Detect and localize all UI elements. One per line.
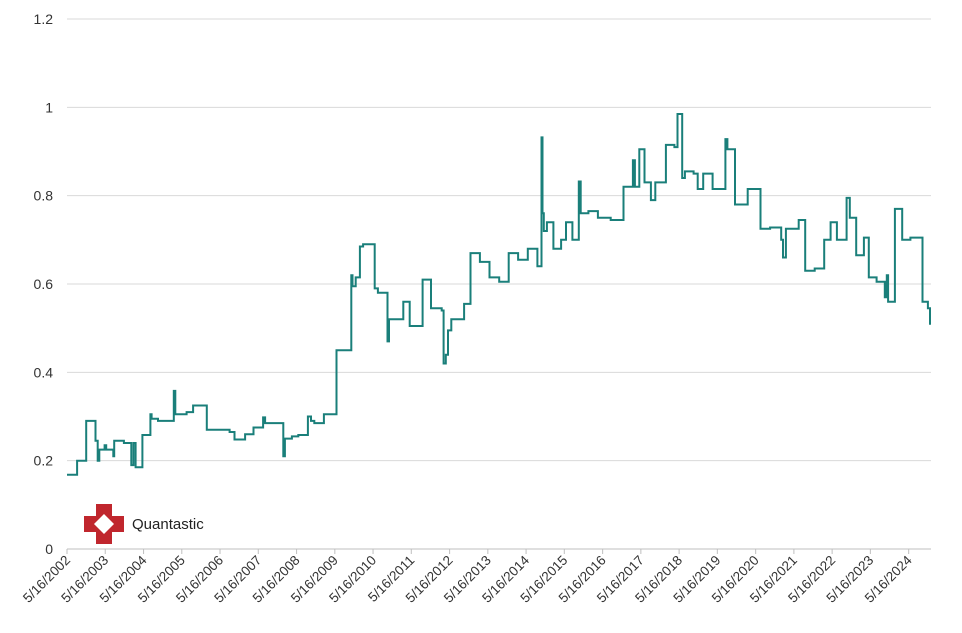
gridlines [67, 18, 931, 462]
plot-area [67, 113, 931, 476]
y-tick-label: 0.8 [34, 188, 54, 204]
x-axis: 5/16/20025/16/20035/16/20045/16/20055/16… [20, 548, 931, 606]
logo-text: Quantastic [132, 516, 204, 533]
y-tick-label: 1 [45, 99, 53, 115]
watermark-logo: Quantastic [84, 504, 204, 544]
y-axis: 0 0.2 0.4 0.6 0.8 1 1.2 [34, 11, 54, 557]
cross-diamond-logo-icon [84, 504, 124, 544]
y-tick-label: 0.6 [34, 276, 54, 292]
logo-diamond [94, 514, 114, 534]
y-tick-label: 1.2 [34, 11, 54, 27]
y-tick-label: 0.2 [34, 453, 54, 469]
series-line [67, 113, 931, 476]
y-tick-label: 0 [45, 541, 53, 557]
y-tick-label: 0.4 [34, 364, 54, 380]
